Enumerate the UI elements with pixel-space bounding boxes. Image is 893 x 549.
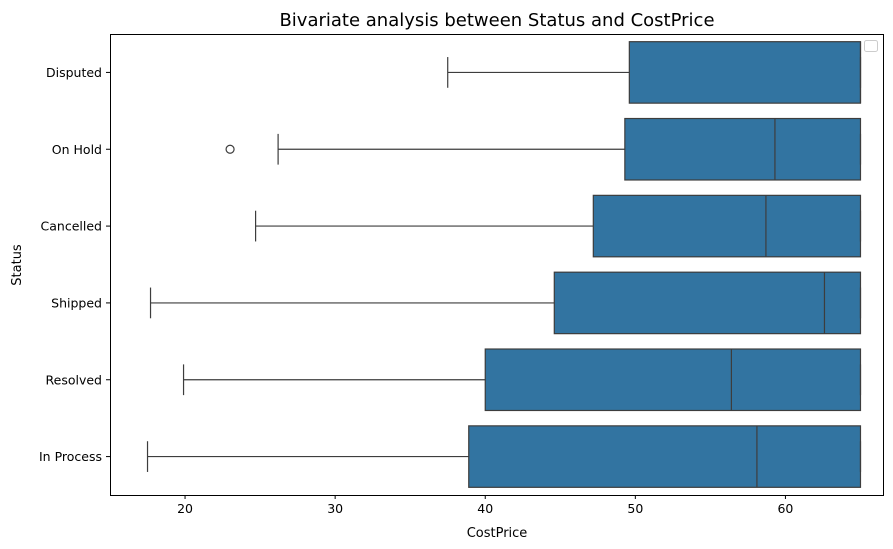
y-tick-label: Resolved: [46, 372, 102, 387]
x-tick-label: 60: [777, 501, 793, 516]
legend-box: [864, 40, 878, 52]
box-iqr: [624, 117, 862, 181]
y-tick-label: In Process: [39, 449, 102, 464]
plot-area: 20 30 40 50 60 Disputed On Hold Cancelled Shippe…: [39, 41, 862, 516]
x-tick-label: 30: [327, 501, 343, 516]
y-tick-label: Shipped: [51, 295, 102, 310]
box-iqr: [553, 271, 862, 335]
box-iqr: [592, 194, 862, 258]
box-iqr: [484, 348, 862, 412]
y-tick-label: Disputed: [46, 65, 102, 80]
chart-title: Bivariate analysis between Status and Co…: [279, 10, 714, 31]
x-tick-label: 40: [477, 501, 493, 516]
y-tick-label: Cancelled: [41, 219, 102, 234]
x-tick-label: 50: [627, 501, 643, 516]
x-tick-label: 20: [177, 501, 193, 516]
box-iqr: [468, 425, 862, 488]
y-axis-label: Status: [10, 244, 25, 286]
y-tick-label: On Hold: [52, 142, 102, 157]
x-axis-label: CostPrice: [467, 526, 528, 541]
box-iqr: [628, 41, 862, 104]
outlier-point: [225, 144, 235, 154]
plot-frame: [110, 34, 884, 496]
